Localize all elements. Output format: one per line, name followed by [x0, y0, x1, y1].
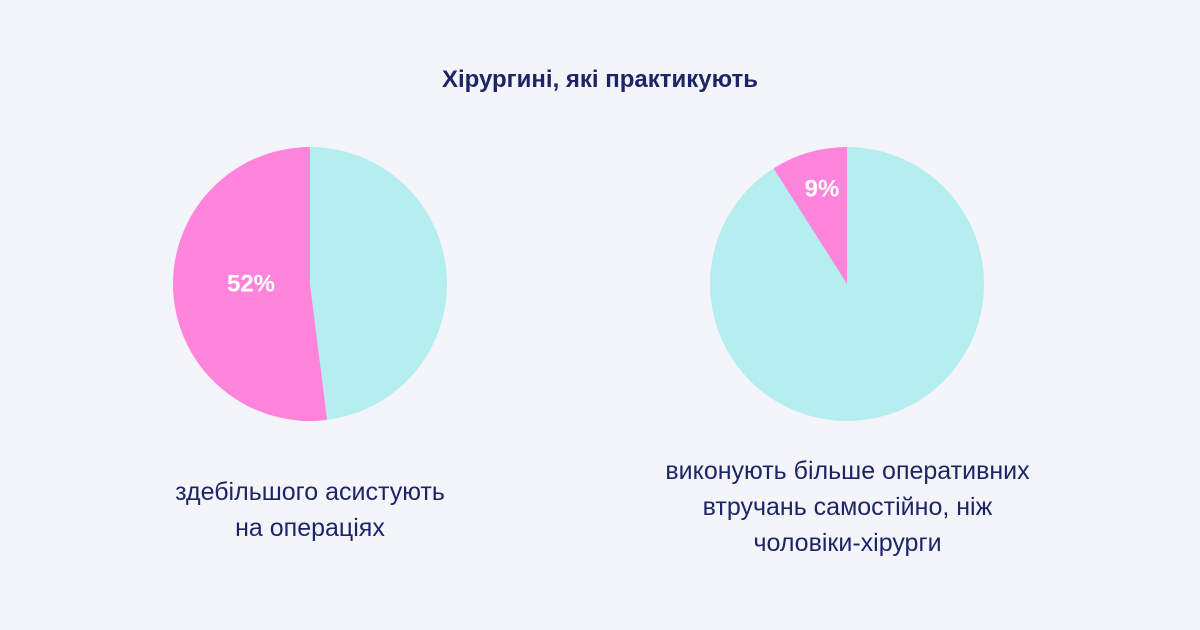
pie-chart-right: 9%	[710, 147, 984, 421]
pie-slice-rest	[310, 147, 448, 420]
caption-line: чоловіки-хірурги	[753, 529, 942, 557]
page-title: Хірургині, які практикують	[441, 66, 759, 93]
pie-slice-label: 9%	[805, 176, 840, 203]
caption-line: на операціях	[235, 514, 385, 542]
pie-slice-highlight	[173, 147, 328, 421]
pie-slice-highlight	[773, 147, 847, 284]
pie-slice-label: 52%	[227, 271, 275, 298]
pie-chart-left: 52%	[173, 147, 448, 421]
caption-line: виконують більше оперативних	[665, 457, 1030, 485]
caption-line: здебільшого асистують	[175, 478, 445, 506]
pie-caption-left: здебільшого асистують на операціях	[100, 474, 520, 546]
pie-caption-right: виконують більше оперативних втручань са…	[620, 453, 1075, 561]
caption-line: втручань самостійно, ніж	[702, 493, 993, 521]
